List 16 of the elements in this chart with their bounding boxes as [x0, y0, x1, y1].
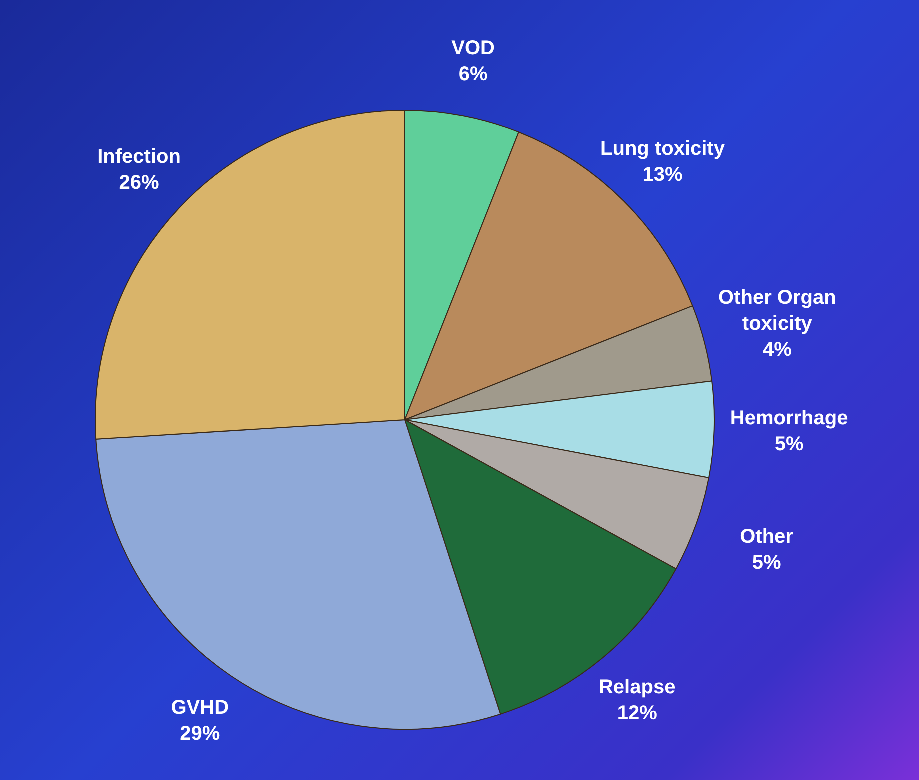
data-label: 4%	[762, 338, 792, 361]
data-label: 5%	[774, 434, 804, 456]
slice-label: Relapse	[598, 676, 676, 698]
slice-label: GVHD	[171, 696, 230, 719]
slice-label: Lung toxicity	[600, 138, 726, 160]
slice-label: Other	[740, 526, 794, 548]
slice-label: VOD	[452, 37, 495, 60]
slice-label: Infection	[98, 146, 181, 168]
data-label: 26%	[119, 172, 160, 194]
data-label: 5%	[752, 552, 782, 574]
data-label: 12%	[617, 702, 658, 724]
data-label: 13%	[642, 164, 683, 186]
slice-label: Hemorrhage	[730, 408, 848, 430]
data-label: 6%	[458, 63, 488, 86]
data-label: 29%	[180, 722, 220, 745]
slice-label: Other Organ toxicity	[718, 286, 836, 335]
